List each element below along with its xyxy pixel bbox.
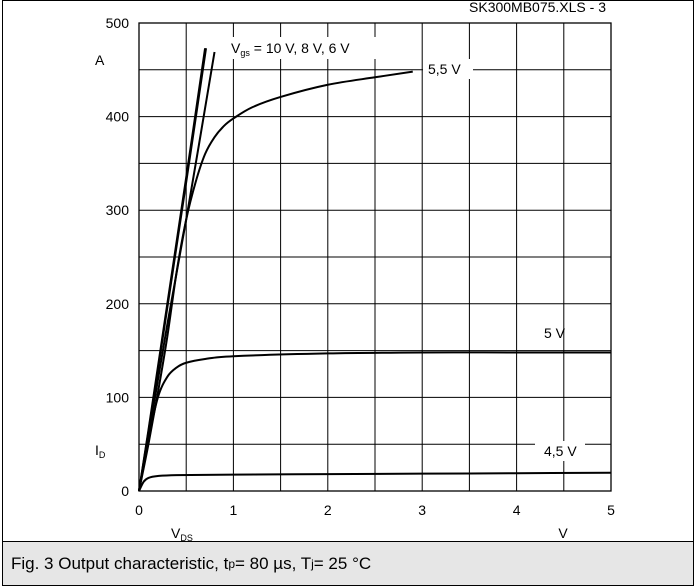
caption-tp-sub: p — [228, 556, 235, 571]
caption-tj-sub: j — [311, 556, 314, 571]
x-tick-label: 5 — [607, 502, 615, 518]
y-tick-label: 100 — [106, 389, 130, 405]
caption-suffix: = 25 °C — [313, 553, 372, 573]
y-tick-labels: 0 100 200 300 400 500 — [106, 15, 130, 499]
curve-label-4-5v: 4,5 V — [544, 443, 577, 459]
curve-label-bg-55 — [423, 59, 473, 79]
curves — [138, 48, 612, 492]
series-annotation-sub: gs — [240, 48, 250, 58]
x-tick-label: 3 — [418, 502, 426, 518]
y-tick-label: 400 — [106, 109, 130, 125]
x-tick-label: 1 — [230, 502, 238, 518]
x-unit-label: V — [558, 525, 568, 541]
y-tick-label: 200 — [106, 296, 130, 312]
y-symbol-sub: D — [99, 450, 106, 460]
y-tick-label: 500 — [106, 15, 130, 31]
source-label: SK300MB075.XLS - 3 — [469, 1, 606, 15]
plot-border — [138, 22, 612, 492]
caption-middle: = 80 µs, T — [235, 553, 312, 573]
series-annotation-bg — [228, 37, 390, 59]
y-unit-label: A — [95, 52, 105, 68]
y-tick-label: 300 — [106, 202, 130, 218]
x-tick-labels: 0 1 2 3 4 5 — [135, 502, 615, 518]
curve-8-V — [138, 48, 208, 492]
output-characteristic-chart: 0 100 200 300 400 500 0 1 2 3 4 5 SK300MB075.XLS -… — [95, 1, 615, 543]
series-annotation: Vgs = 10 V, 8 V, 6 V — [231, 40, 350, 58]
caption-prefix: Fig. 3 Output characteristic, t — [11, 553, 229, 573]
y-axis-symbol: ID — [95, 442, 106, 460]
series-annotation-text: = 10 V, 8 V, 6 V — [250, 40, 350, 56]
x-tick-label: 0 — [135, 502, 143, 518]
x-symbol-sub: DS — [180, 533, 193, 543]
curve-label-bg-45 — [535, 441, 585, 461]
x-tick-label: 4 — [513, 502, 521, 518]
series-annotation-prefix: V — [231, 40, 241, 56]
y-symbol: I — [95, 442, 99, 458]
curve-label-5-5v: 5,5 V — [428, 61, 461, 77]
y-tick-label: 0 — [121, 483, 129, 499]
grid — [138, 22, 612, 492]
curve-label-5v: 5 V — [544, 325, 566, 341]
curve-5-5-V — [138, 70, 413, 492]
curve-5-V — [138, 351, 611, 492]
x-axis-symbol: VDS — [171, 525, 193, 543]
curve-4-5-V — [138, 471, 612, 492]
x-symbol: V — [171, 525, 181, 541]
x-tick-label: 2 — [324, 502, 332, 518]
source-label-bg — [393, 1, 613, 11]
